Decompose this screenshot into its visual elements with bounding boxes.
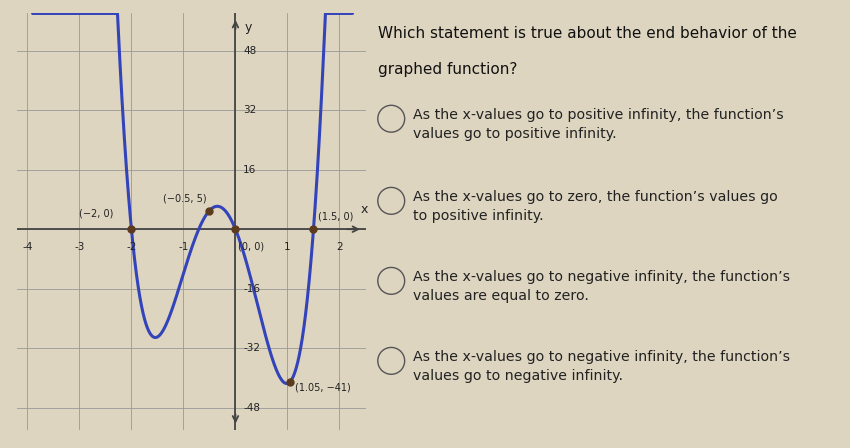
Text: (−2, 0): (−2, 0) <box>79 208 113 218</box>
Text: (−0.5, 5): (−0.5, 5) <box>163 193 207 203</box>
Text: 16: 16 <box>243 165 257 175</box>
Text: (1.05, −41): (1.05, −41) <box>295 383 351 393</box>
Text: As the x-values go to negative infinity, the function’s
values go to negative in: As the x-values go to negative infinity,… <box>413 350 790 383</box>
Text: 32: 32 <box>243 105 257 115</box>
Text: -16: -16 <box>243 284 260 294</box>
Text: -48: -48 <box>243 403 260 413</box>
Text: graphed function?: graphed function? <box>378 62 518 77</box>
Text: (1.5, 0): (1.5, 0) <box>318 212 353 222</box>
Text: x: x <box>360 203 368 216</box>
Text: -4: -4 <box>22 242 32 252</box>
Text: -1: -1 <box>178 242 189 252</box>
Text: As the x-values go to negative infinity, the function’s
values are equal to zero: As the x-values go to negative infinity,… <box>413 270 790 303</box>
Text: 2: 2 <box>337 242 343 252</box>
Text: (0, 0): (0, 0) <box>238 241 264 251</box>
Text: y: y <box>245 21 252 34</box>
Text: As the x-values go to zero, the function’s values go
to positive infinity.: As the x-values go to zero, the function… <box>413 190 778 223</box>
Text: -32: -32 <box>243 343 260 353</box>
Text: Which statement is true about the end behavior of the: Which statement is true about the end be… <box>378 26 797 41</box>
Text: -2: -2 <box>127 242 137 252</box>
Text: 1: 1 <box>284 242 291 252</box>
Text: -3: -3 <box>74 242 85 252</box>
Text: As the x-values go to positive infinity, the function’s
values go to positive in: As the x-values go to positive infinity,… <box>413 108 784 141</box>
Text: 48: 48 <box>243 46 257 56</box>
